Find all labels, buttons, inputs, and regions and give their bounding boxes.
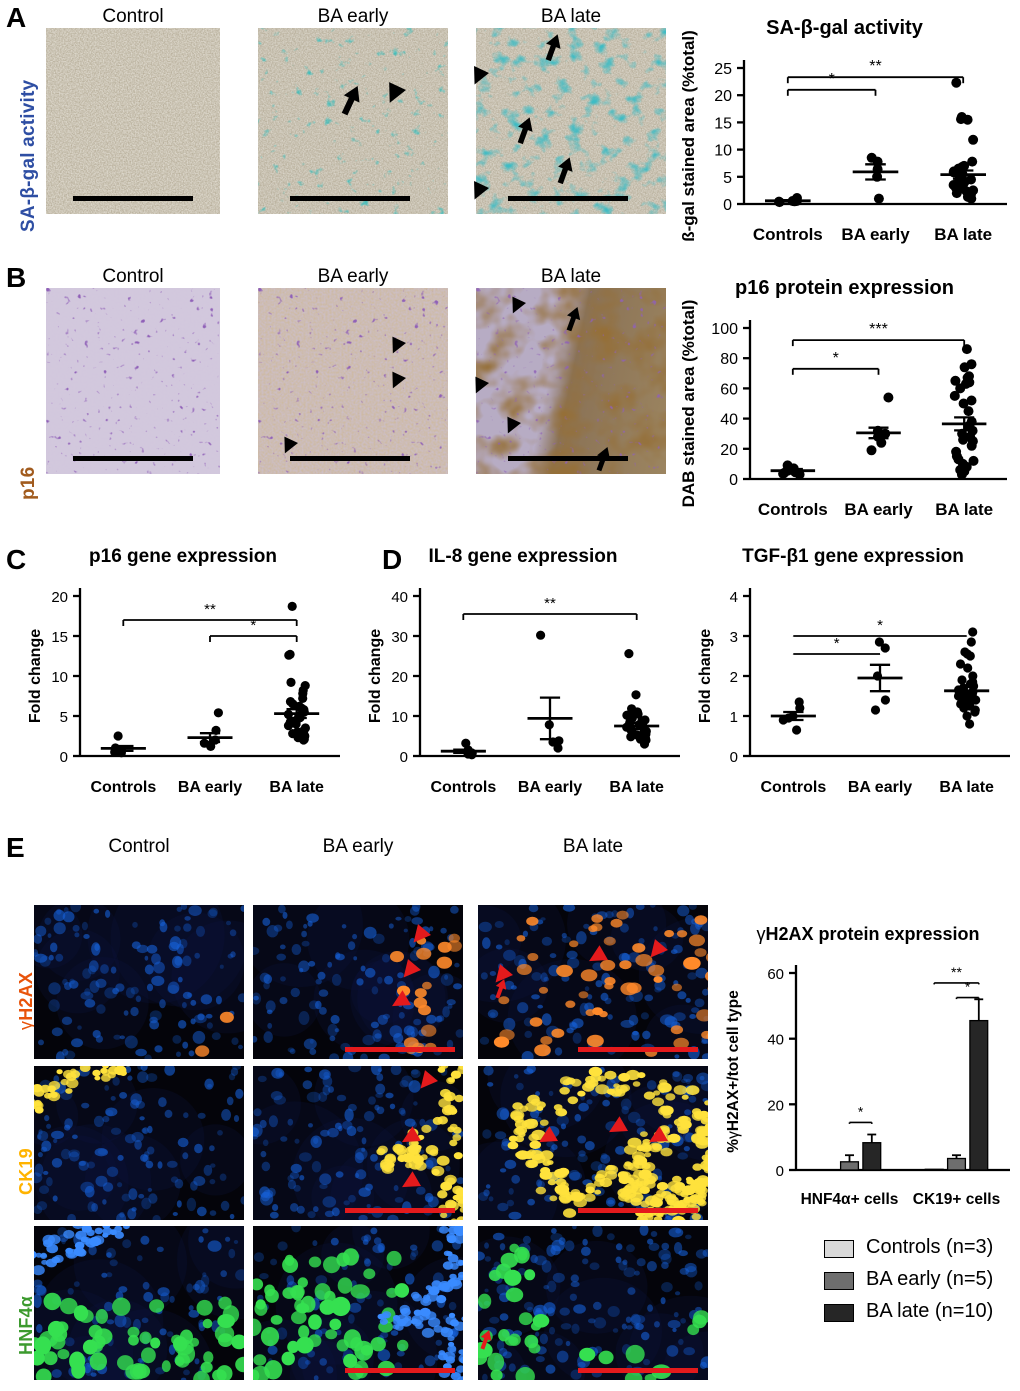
- svg-text:BA late: BA late: [934, 225, 992, 244]
- svg-text:**: **: [544, 595, 556, 612]
- svg-text:DAB stained area (%total): DAB stained area (%total): [679, 300, 698, 508]
- svg-text:BA late: BA late: [609, 779, 664, 796]
- svg-text:40: 40: [720, 412, 738, 429]
- svg-text:ß-gal stained area (%total): ß-gal stained area (%total): [679, 30, 698, 242]
- svg-text:60: 60: [720, 381, 738, 398]
- svg-text:*: *: [250, 617, 256, 634]
- svg-text:BA early: BA early: [518, 779, 582, 796]
- svg-text:10: 10: [714, 143, 732, 160]
- svg-text:0: 0: [723, 197, 732, 214]
- svg-text:3: 3: [730, 629, 738, 646]
- svg-text:20: 20: [714, 88, 732, 105]
- svg-text:Controls: Controls: [758, 500, 828, 519]
- svg-text:Controls: Controls: [760, 779, 826, 796]
- svg-text:100: 100: [711, 321, 738, 338]
- svg-text:TGF-β1 gene expression: TGF-β1 gene expression: [742, 546, 964, 567]
- svg-text:BA early: BA early: [178, 779, 242, 796]
- svg-text:20: 20: [767, 1097, 784, 1114]
- svg-text:Controls: Controls: [430, 779, 496, 796]
- svg-text:CK19+ cells: CK19+ cells: [913, 1191, 1000, 1208]
- svg-text:5: 5: [723, 170, 732, 187]
- svg-text:IL-8 gene expression: IL-8 gene expression: [428, 546, 617, 567]
- svg-text:2: 2: [730, 669, 738, 686]
- svg-text:BA late: BA late: [269, 779, 324, 796]
- svg-text:10: 10: [51, 669, 68, 686]
- svg-text:Fold change: Fold change: [697, 629, 714, 723]
- svg-text:15: 15: [51, 629, 68, 646]
- svg-text:p16 protein expression: p16 protein expression: [735, 277, 954, 299]
- svg-text:p16 gene expression: p16 gene expression: [89, 546, 277, 567]
- svg-text:Fold change: Fold change: [367, 629, 384, 723]
- svg-text:**: **: [204, 601, 216, 618]
- svg-text:HNF4α+ cells: HNF4α+ cells: [801, 1191, 899, 1208]
- svg-text:SA-β-gal activity: SA-β-gal activity: [766, 17, 924, 39]
- svg-text:1: 1: [730, 709, 738, 726]
- svg-text:0: 0: [776, 1163, 784, 1180]
- svg-text:*: *: [877, 617, 883, 634]
- svg-text:*: *: [858, 1103, 864, 1119]
- svg-text:**: **: [869, 58, 881, 75]
- svg-text:0: 0: [730, 749, 738, 766]
- svg-text:20: 20: [51, 589, 68, 606]
- svg-text:40: 40: [391, 589, 408, 606]
- svg-text:4: 4: [730, 589, 738, 606]
- svg-text:*: *: [834, 635, 840, 652]
- svg-text:40: 40: [767, 1032, 784, 1049]
- svg-text:*: *: [829, 71, 835, 88]
- svg-text:25: 25: [714, 61, 732, 78]
- svg-text:60: 60: [767, 966, 784, 983]
- svg-text:%γH2AX+/tot cell type: %γH2AX+/tot cell type: [725, 990, 742, 1153]
- svg-text:BA early: BA early: [848, 779, 912, 796]
- svg-text:Controls: Controls: [753, 225, 823, 244]
- svg-text:20: 20: [720, 442, 738, 459]
- svg-text:5: 5: [60, 709, 68, 726]
- svg-text:30: 30: [391, 629, 408, 646]
- svg-text:BA early: BA early: [841, 225, 910, 244]
- svg-text:10: 10: [391, 709, 408, 726]
- svg-text:Fold change: Fold change: [27, 629, 44, 723]
- svg-text:γH2AX protein expression: γH2AX protein expression: [756, 924, 979, 944]
- svg-text:0: 0: [60, 749, 68, 766]
- svg-text:BA late: BA late: [935, 500, 993, 519]
- svg-text:0: 0: [729, 472, 738, 489]
- svg-text:15: 15: [714, 115, 732, 132]
- svg-text:***: ***: [869, 321, 888, 338]
- svg-text:Controls: Controls: [90, 779, 156, 796]
- svg-text:BA late: BA late: [939, 779, 994, 796]
- svg-text:80: 80: [720, 351, 738, 368]
- svg-text:*: *: [965, 979, 971, 995]
- svg-text:BA early: BA early: [844, 500, 913, 519]
- svg-text:0: 0: [400, 749, 408, 766]
- svg-text:*: *: [833, 350, 839, 367]
- svg-text:20: 20: [391, 669, 408, 686]
- svg-text:**: **: [951, 964, 962, 980]
